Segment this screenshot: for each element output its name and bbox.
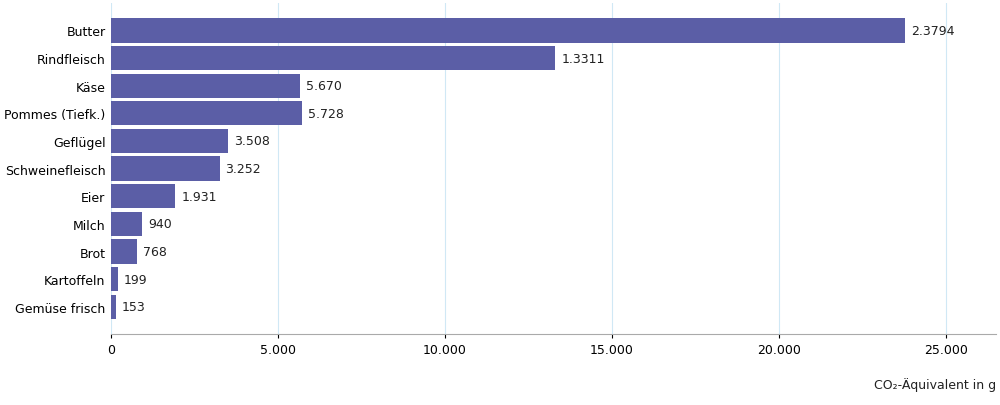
Text: 153: 153 [122, 301, 146, 313]
Bar [111, 185, 175, 209]
Bar [111, 47, 555, 71]
Text: 940: 940 [148, 218, 172, 231]
Bar [111, 102, 302, 126]
Bar [111, 267, 118, 292]
Text: 3.252: 3.252 [226, 163, 261, 176]
Text: 5.670: 5.670 [306, 80, 342, 93]
Text: 1.3311: 1.3311 [561, 52, 605, 65]
Bar [111, 74, 300, 98]
Text: 768: 768 [143, 245, 167, 258]
Bar [111, 240, 137, 264]
Text: 3.508: 3.508 [234, 135, 270, 148]
Text: 2.3794: 2.3794 [911, 25, 955, 38]
Text: 5.728: 5.728 [308, 108, 344, 121]
Bar [111, 295, 116, 319]
Bar [111, 212, 142, 237]
Text: 1.931: 1.931 [181, 190, 217, 203]
Text: 199: 199 [124, 273, 147, 286]
Bar [111, 157, 220, 181]
Bar [111, 130, 228, 154]
Text: CO₂-Äquivalent in g: CO₂-Äquivalent in g [874, 377, 996, 391]
Bar [111, 19, 905, 43]
